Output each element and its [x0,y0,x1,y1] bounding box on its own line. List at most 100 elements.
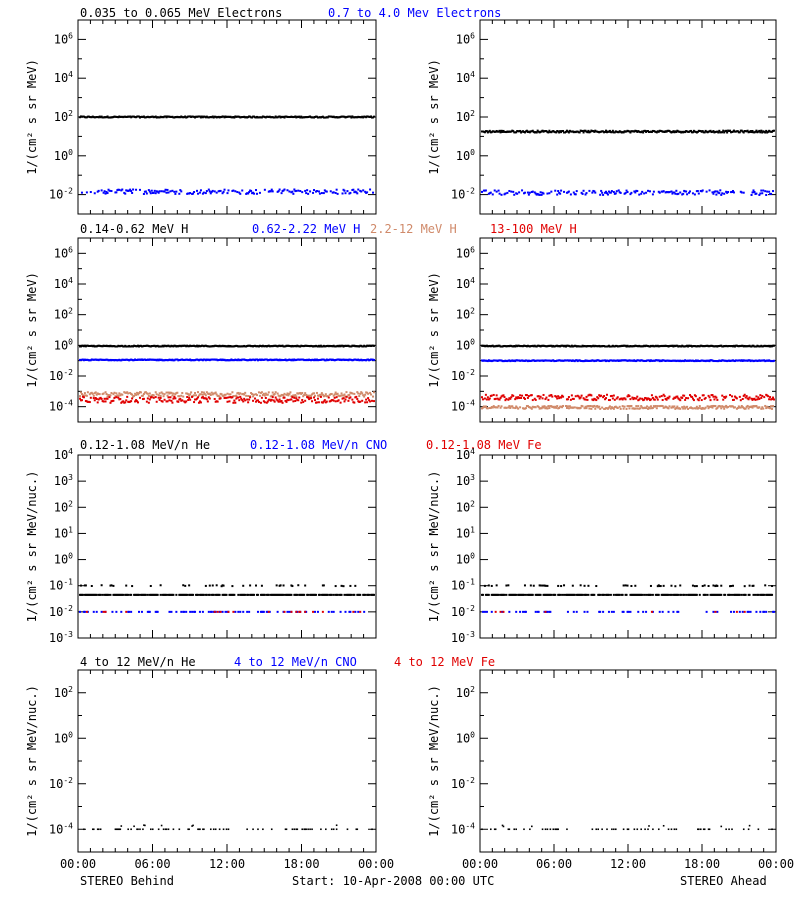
data-point [249,584,252,587]
data-point [146,593,149,596]
data-point [359,610,362,613]
data-point [277,400,280,403]
data-point [340,584,343,587]
legend-entry: 0.12-1.08 MeV Fe [426,438,542,452]
data-point [483,131,486,134]
data-point [667,407,670,410]
data-point [721,192,724,195]
x-tick-label: 06:00 [536,857,572,871]
x-tick-label: 06:00 [134,857,170,871]
data-point [656,398,659,401]
data-point [509,397,512,400]
data-point [93,192,96,195]
data-point [694,407,697,410]
y-axis-label: 1/(cm² s sr MeV/nuc.) [427,685,441,837]
data-point [189,610,192,613]
data-point [288,392,291,395]
data-point [670,593,673,596]
data-point [307,593,310,596]
data-point [655,407,658,410]
data-point [630,191,633,194]
data-point [116,828,119,831]
data-point [615,397,618,400]
data-point [642,610,645,613]
data-point [512,394,515,397]
data-point [117,394,120,397]
legend-entry: 13-100 MeV H [490,222,577,236]
data-point [630,404,633,407]
data-point [267,391,270,394]
data-point [198,610,201,613]
data-point [670,406,673,409]
data-point [154,192,157,195]
y-tick-label: 104 [54,447,73,462]
data-point [704,396,707,399]
data-point [632,398,635,401]
data-point [662,190,665,193]
data-point [91,392,94,395]
data-point [757,593,760,596]
data-point [709,129,712,132]
data-point [658,610,661,613]
data-point [559,192,562,195]
data-point [184,584,187,587]
data-point [262,392,265,395]
data-point [670,190,673,193]
plot-frame [77,669,377,853]
data-point [578,131,581,134]
data-point [518,191,521,194]
data-point [561,406,564,409]
y-tick-label: 102 [456,685,475,700]
data-point [725,395,728,398]
data-point [287,399,290,402]
data-point [330,392,333,395]
data-point [584,193,587,196]
data-point [711,191,714,194]
y-tick-label: 10-3 [49,630,73,645]
data-point [746,404,749,407]
data-point [755,192,758,195]
data-point [499,396,502,399]
data-point [285,400,288,403]
data-point [670,828,673,831]
data-point [539,593,542,596]
data-point [704,593,707,596]
data-point [672,130,675,133]
data-point [554,593,557,596]
data-point [356,398,359,401]
y-axis-label: 1/(cm² s sr MeV) [427,272,441,388]
data-point [244,391,247,394]
data-point [317,401,320,404]
data-point [549,610,552,613]
data-point [130,190,133,193]
data-point [541,828,544,831]
data-point [661,399,664,402]
data-point [579,406,582,409]
data-point [314,610,317,613]
data-point [732,610,735,613]
data-point [557,395,560,398]
data-point [266,393,269,396]
data-point [225,396,228,399]
data-point [685,190,688,193]
y-tick-label: 103 [456,473,475,488]
data-point [676,405,679,408]
data-point [712,192,715,195]
data-point [349,191,352,194]
data-point [256,610,259,613]
data-point [723,131,726,134]
data-point [228,400,231,403]
data-point [79,395,81,398]
data-point [285,393,288,396]
data-point [670,584,673,587]
data-point [700,399,703,402]
data-point [544,398,547,401]
data-point [566,828,568,831]
data-point [491,406,494,409]
data-point [198,828,200,831]
data-point [686,193,689,196]
data-point [562,129,565,132]
data-point [270,188,273,191]
data-point [357,392,360,395]
legend-entry: 4 to 12 MeV/n He [80,655,196,669]
